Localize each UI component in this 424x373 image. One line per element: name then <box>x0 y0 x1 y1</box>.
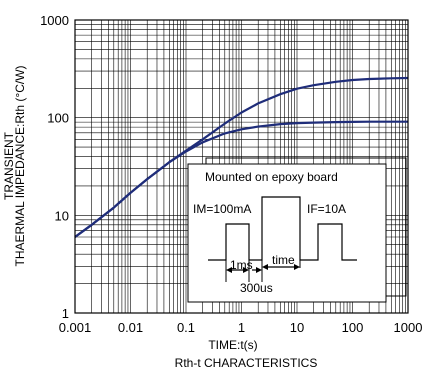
inset-panel <box>187 163 387 303</box>
inset-title: Mounted on epoxy board <box>205 170 338 184</box>
label-time: time <box>272 253 295 267</box>
x-tick-label: 0.001 <box>59 320 92 335</box>
pulse-waveform <box>208 196 357 261</box>
y-tick-label: 10 <box>55 208 69 223</box>
y-tick-label: 1000 <box>40 13 69 28</box>
x-tick-label: 10 <box>290 320 304 335</box>
x-axis-label: TIME:t(s) <box>208 338 257 352</box>
x-tick-label: 0.01 <box>118 320 143 335</box>
y-axis-label-line2: THAERMAL IMPEDANCE:Rth (°C/W) <box>13 65 27 266</box>
inset-im-label: IM=100mA <box>193 202 251 216</box>
arrowhead <box>294 264 300 270</box>
inset-if-label: IF=10A <box>307 202 346 216</box>
label-300us: 300us <box>240 281 273 295</box>
tick-labels: 0.001 0.01 0.1 1 10 100 1000 1 10 100 1000 <box>40 13 422 335</box>
y-tick-label: 100 <box>47 111 69 126</box>
inset-box: Mounted on epoxy board IM=100mA IF=10A 1… <box>187 157 407 303</box>
y-tick-label: 1 <box>62 306 69 321</box>
chart-title: Rth-t CHARACTERISTICS <box>175 356 318 370</box>
x-tick-label: 1000 <box>394 320 423 335</box>
arrowhead <box>226 267 232 273</box>
x-tick-label: 0.1 <box>177 320 195 335</box>
x-tick-label: 100 <box>342 320 364 335</box>
label-1ms: 1ms <box>230 258 253 272</box>
curves <box>74 76 409 238</box>
series-line-2 <box>74 120 408 238</box>
arrowhead <box>243 267 249 273</box>
plot-frame <box>74 19 409 314</box>
arrowhead <box>256 267 262 273</box>
y-axis-label-line1: TRANSIENT <box>2 131 16 200</box>
arrowhead <box>262 264 268 270</box>
x-tick-label: 1 <box>238 320 245 335</box>
